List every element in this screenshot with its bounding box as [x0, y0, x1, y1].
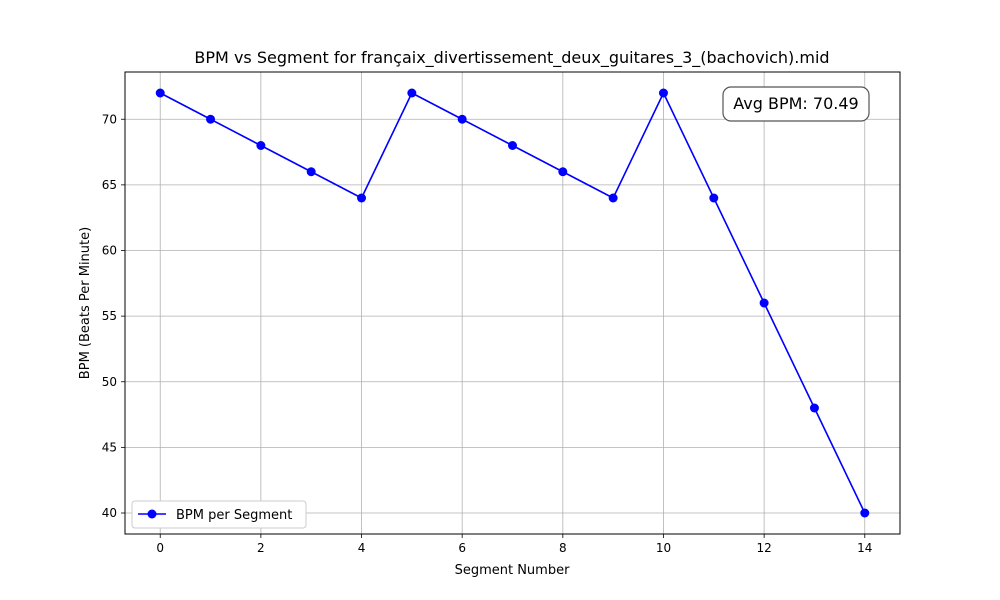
- data-point: [357, 193, 367, 203]
- y-tick-label: 40: [102, 506, 117, 520]
- chart-title: BPM vs Segment for françaix_divertisseme…: [194, 48, 829, 68]
- data-point: [759, 298, 769, 308]
- x-tick-label: 8: [559, 541, 567, 555]
- data-point: [407, 88, 417, 98]
- legend: BPM per Segment: [131, 500, 307, 529]
- data-point: [709, 193, 719, 203]
- y-tick-label: 70: [102, 112, 117, 126]
- series-layer: [155, 88, 870, 518]
- data-point: [558, 167, 568, 177]
- data-point: [508, 141, 517, 150]
- avg-bpm-annotation: Avg BPM: 70.49: [722, 86, 870, 122]
- y-axis-label: BPM (Beats Per Minute): [78, 227, 93, 379]
- y-tick-label: 60: [102, 244, 117, 258]
- x-tick-label: 6: [458, 541, 466, 555]
- data-point: [658, 88, 668, 98]
- x-tick-label: 4: [358, 541, 366, 555]
- legend-box: [131, 500, 307, 529]
- data-point: [809, 403, 819, 413]
- y-tick-label: 65: [102, 178, 117, 192]
- axis-ticks: 0 2 4 6 8 10 12 14 40 45 50 55 60 65 70: [102, 112, 873, 555]
- legend-marker-swatch: [147, 509, 157, 519]
- x-tick-label: 10: [656, 541, 671, 555]
- data-point: [155, 88, 165, 98]
- y-tick-label: 55: [102, 309, 117, 323]
- x-tick-label: 12: [756, 541, 771, 555]
- x-tick-label: 0: [156, 541, 164, 555]
- plot-frame: [124, 71, 901, 535]
- x-tick-label: 14: [857, 541, 872, 555]
- y-tick-label: 50: [102, 375, 117, 389]
- data-point: [457, 114, 467, 124]
- data-point: [608, 193, 618, 203]
- y-tick-label: 45: [102, 440, 117, 454]
- avg-bpm-box: [722, 86, 870, 122]
- data-point: [860, 508, 870, 518]
- data-point: [306, 167, 316, 177]
- data-point: [256, 141, 266, 150]
- x-axis-label: Segment Number: [455, 563, 571, 578]
- x-tick-label: 2: [257, 541, 265, 555]
- legend-label: BPM per Segment: [176, 508, 292, 523]
- avg-bpm-text: Avg BPM: 70.49: [733, 94, 858, 113]
- data-point: [206, 114, 216, 124]
